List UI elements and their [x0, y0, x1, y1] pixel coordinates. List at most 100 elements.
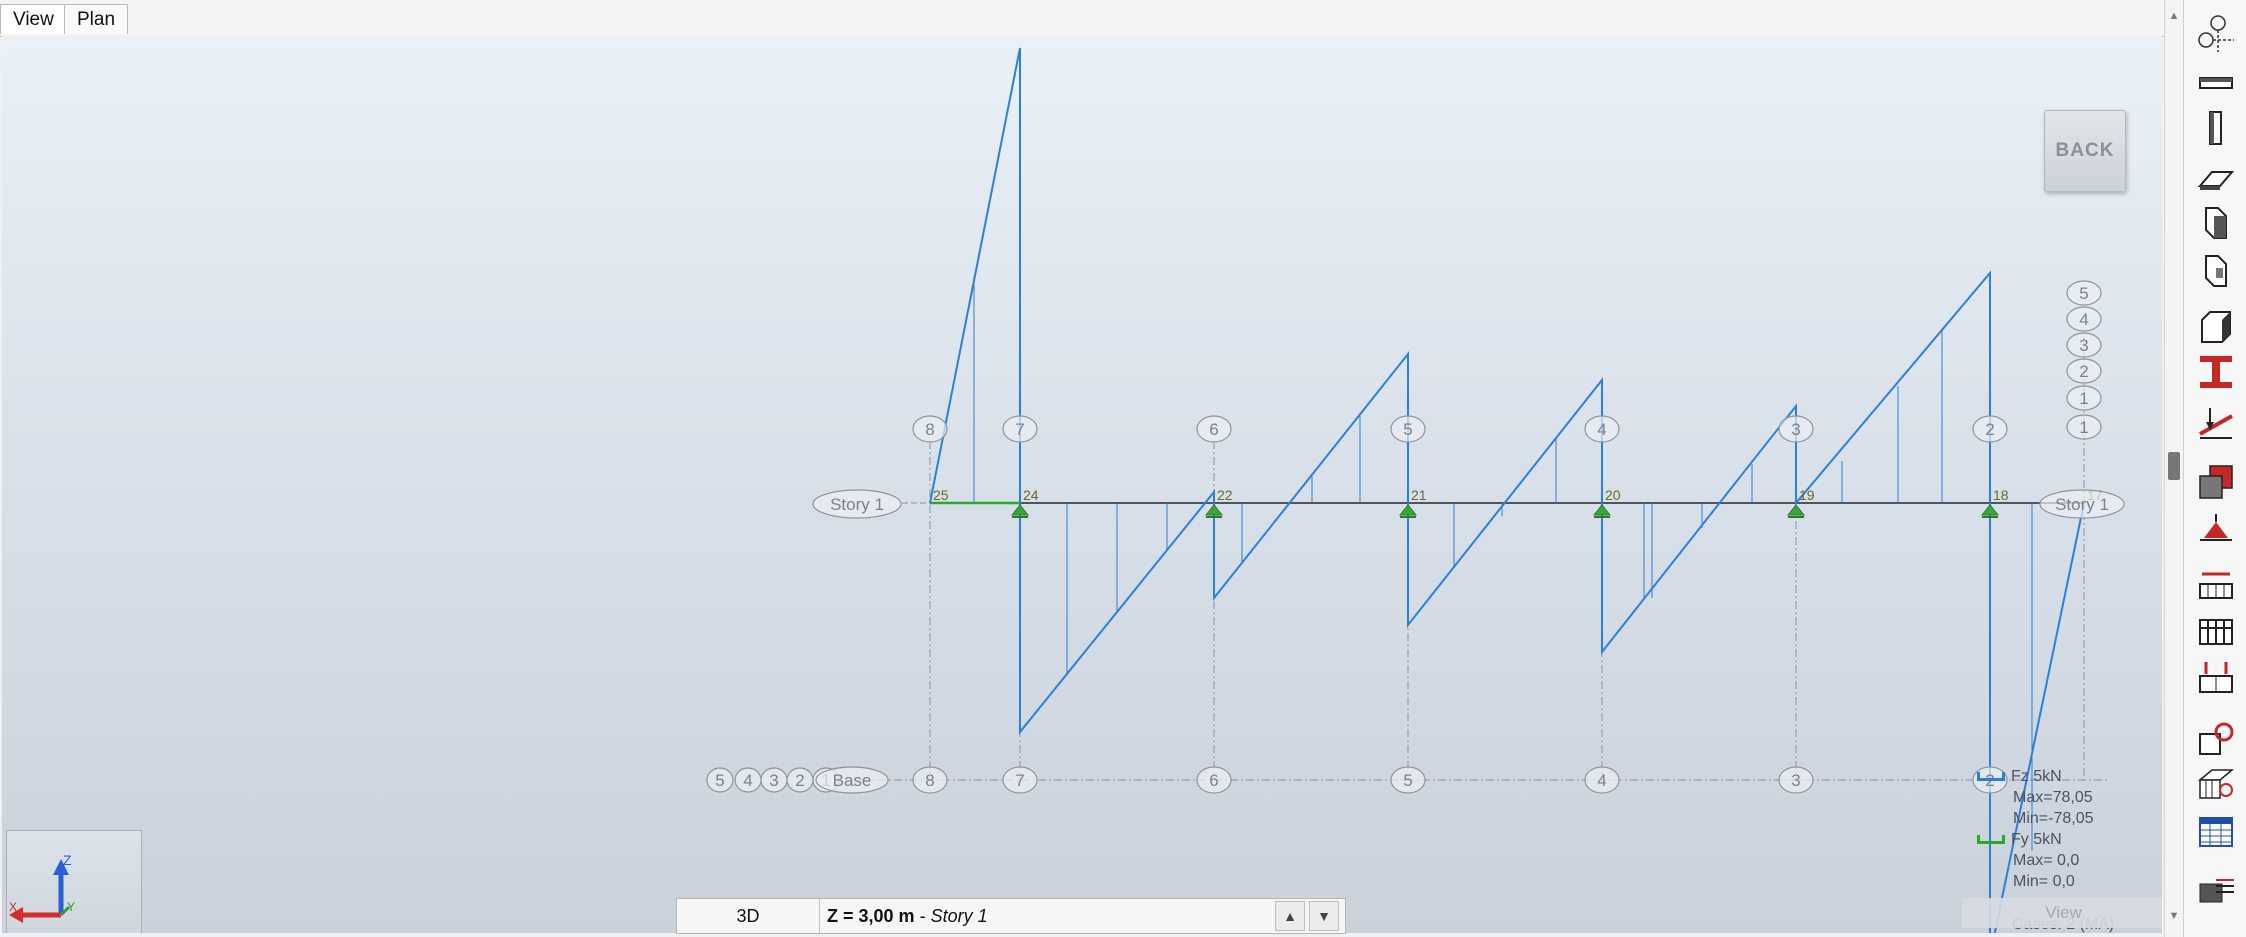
table-icon[interactable] — [2196, 812, 2236, 852]
base-level-label: 2 — [795, 771, 804, 790]
axis-grid-icon[interactable] — [2196, 14, 2236, 54]
beam-icon[interactable] — [2196, 64, 2236, 104]
axis-label-top-bubble — [1002, 415, 1038, 443]
support-icon — [1592, 504, 1612, 516]
axis-label-base-bubble — [1778, 766, 1814, 794]
axis-label-top-bubble — [1196, 415, 1232, 443]
column-icon[interactable] — [2196, 108, 2236, 148]
side-axis-label-bubble — [2066, 280, 2102, 306]
side-axis-label: 5 — [2079, 284, 2088, 303]
base-level-label: 5 — [715, 771, 724, 790]
steel-section-icon[interactable] — [2196, 352, 2236, 392]
axis-label-top: 2 — [1985, 420, 1994, 439]
panel-icon[interactable] — [2196, 306, 2236, 346]
result-icon[interactable] — [2196, 720, 2236, 760]
node-number: 19 — [1799, 487, 1815, 503]
axis-label-top-bubble — [912, 415, 948, 443]
triangle-up-icon: ▲ — [1283, 908, 1297, 924]
axis-label-base-bubble — [1002, 766, 1038, 794]
side-axis-label: 1 — [2079, 389, 2088, 408]
level-up-button[interactable]: ▲ — [1275, 901, 1305, 931]
structure-diagram: 2524222120191817876543287654325432115432… — [706, 47, 2125, 933]
wall-icon[interactable] — [2196, 202, 2236, 242]
fy-max: Max= 0,0 — [2013, 852, 2080, 869]
base-label: Base — [833, 771, 872, 790]
view-caption: View — [1962, 898, 2162, 928]
fz-swatch-icon — [1977, 772, 2005, 782]
node-number: 18 — [1993, 487, 2009, 503]
back-button[interactable]: BACK — [2044, 110, 2126, 192]
load-icon[interactable] — [2196, 404, 2236, 444]
grid-load-icon[interactable] — [2196, 612, 2236, 652]
tab-view[interactable]: View — [0, 4, 67, 34]
structure-icon[interactable] — [2196, 764, 2236, 804]
side-axis-label-bubble — [2066, 332, 2102, 358]
side-axis-label-bubble — [2066, 414, 2102, 440]
side-axis-label: 2 — [2079, 362, 2088, 381]
axis-label-top-bubble — [1390, 415, 1426, 443]
view-tab-bar: View Plan — [0, 0, 2180, 37]
status-bar: 3D Z = 3,00 m - Story 1 ▲ ▼ — [676, 898, 1346, 934]
support-icon[interactable] — [2196, 510, 2236, 550]
axis-label-top: 7 — [1015, 420, 1024, 439]
axis-label-top: 5 — [1403, 420, 1412, 439]
scroll-down-icon[interactable]: ▼ — [2168, 910, 2180, 922]
axis-label-base: 8 — [925, 771, 934, 790]
axis-label-base: 7 — [1015, 771, 1024, 790]
axis-label-base-bubble — [1196, 766, 1232, 794]
z-value: Z = 3,00 m — [827, 906, 915, 926]
fy-min: Min= 0,0 — [2013, 873, 2075, 890]
fy-scale: 5kN — [2033, 831, 2062, 848]
mode-3d-button[interactable]: 3D — [677, 899, 820, 933]
axis-label-top-bubble — [1584, 415, 1620, 443]
fy-label: Fy — [2011, 831, 2029, 848]
scroll-up-icon[interactable]: ▲ — [2168, 10, 2180, 22]
fz-min: Min=-78,05 — [2013, 810, 2094, 827]
story-label-left: Story 1 — [830, 495, 884, 514]
fz-label: Fz — [2011, 768, 2029, 785]
axis-label-base: 3 — [1791, 771, 1800, 790]
support-icon — [1398, 504, 1418, 516]
axis-label-base-bubble — [912, 766, 948, 794]
axis-label-top-bubble — [1778, 415, 1814, 443]
point-load-icon[interactable] — [2196, 658, 2236, 698]
coordinate-axes-widget: Z Y X — [6, 830, 142, 933]
axis-label-top: 8 — [925, 420, 934, 439]
y-axis-label: Y — [67, 900, 75, 914]
support-icon — [1786, 504, 1806, 516]
x-axis-label: X — [9, 900, 17, 914]
slab-icon[interactable] — [2196, 158, 2236, 198]
level-down-button[interactable]: ▼ — [1309, 901, 1339, 931]
axis-label-top-bubble — [1972, 415, 2008, 443]
axis-label-base: 6 — [1209, 771, 1218, 790]
tab-plan[interactable]: Plan — [64, 4, 129, 34]
node-number: 22 — [1217, 487, 1233, 503]
axis-label-top: 6 — [1209, 420, 1218, 439]
axis-label-base: 5 — [1403, 771, 1412, 790]
fz-scale: 5kN — [2033, 768, 2062, 785]
scroll-thumb[interactable] — [2168, 452, 2180, 480]
level-separator: - — [914, 906, 931, 926]
axis-label-base-bubble — [1584, 766, 1620, 794]
report-icon[interactable] — [2196, 870, 2236, 910]
node-number: 21 — [1411, 487, 1427, 503]
node-number: 20 — [1605, 487, 1621, 503]
fy-swatch-icon — [1977, 835, 2005, 845]
base-level-label-bubble — [706, 767, 734, 793]
side-axis-label-bubble — [2066, 385, 2102, 411]
level-indicator: Z = 3,00 m - Story 1 — [827, 899, 988, 933]
solid-icon[interactable] — [2196, 462, 2236, 502]
fz-max: Max=78,05 — [2013, 789, 2093, 806]
axis-label-top: 3 — [1791, 420, 1800, 439]
wall-opening-icon[interactable] — [2196, 250, 2236, 290]
story-name: Story 1 — [930, 906, 988, 926]
shear-force-curve — [929, 47, 2085, 933]
side-axis-label-bubble — [2066, 306, 2102, 332]
beam-load-icon[interactable] — [2196, 566, 2236, 606]
vertical-scrollbar[interactable]: ▲ ▼ — [2164, 0, 2183, 937]
support-icon — [1204, 504, 1224, 516]
story-label-right-bubble — [2039, 489, 2125, 519]
base-label-bubble — [815, 766, 889, 794]
3d-viewport[interactable]: 2524222120191817876543287654325432115432… — [2, 36, 2162, 933]
base-level-label: 4 — [743, 771, 752, 790]
